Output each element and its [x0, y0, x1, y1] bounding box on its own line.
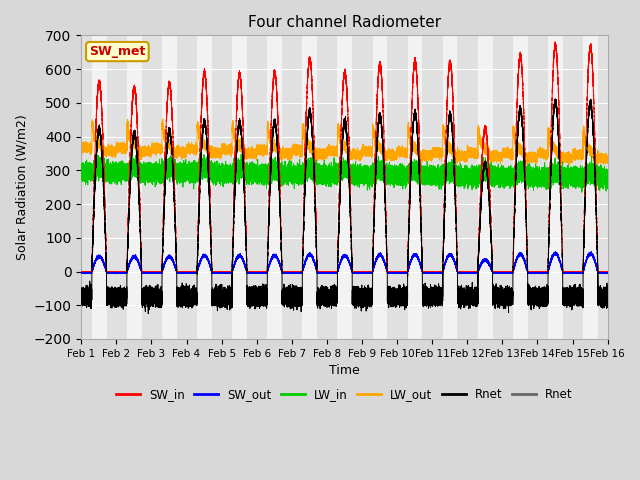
Bar [232, 36, 247, 339]
Bar [372, 36, 387, 339]
Bar [513, 36, 527, 339]
Bar [127, 36, 141, 339]
Bar [548, 36, 563, 339]
Bar [92, 36, 106, 339]
X-axis label: Time: Time [329, 364, 360, 377]
Bar [162, 36, 177, 339]
Bar [443, 36, 458, 339]
Y-axis label: Solar Radiation (W/m2): Solar Radiation (W/m2) [15, 114, 28, 260]
Title: Four channel Radiometer: Four channel Radiometer [248, 15, 441, 30]
Bar [302, 36, 317, 339]
Legend: SW_in, SW_out, LW_in, LW_out, Rnet, Rnet: SW_in, SW_out, LW_in, LW_out, Rnet, Rnet [111, 384, 577, 406]
Bar [197, 36, 212, 339]
Bar [583, 36, 598, 339]
Text: SW_met: SW_met [89, 45, 145, 58]
Bar [408, 36, 422, 339]
Bar [268, 36, 282, 339]
Bar [478, 36, 493, 339]
Bar [337, 36, 352, 339]
